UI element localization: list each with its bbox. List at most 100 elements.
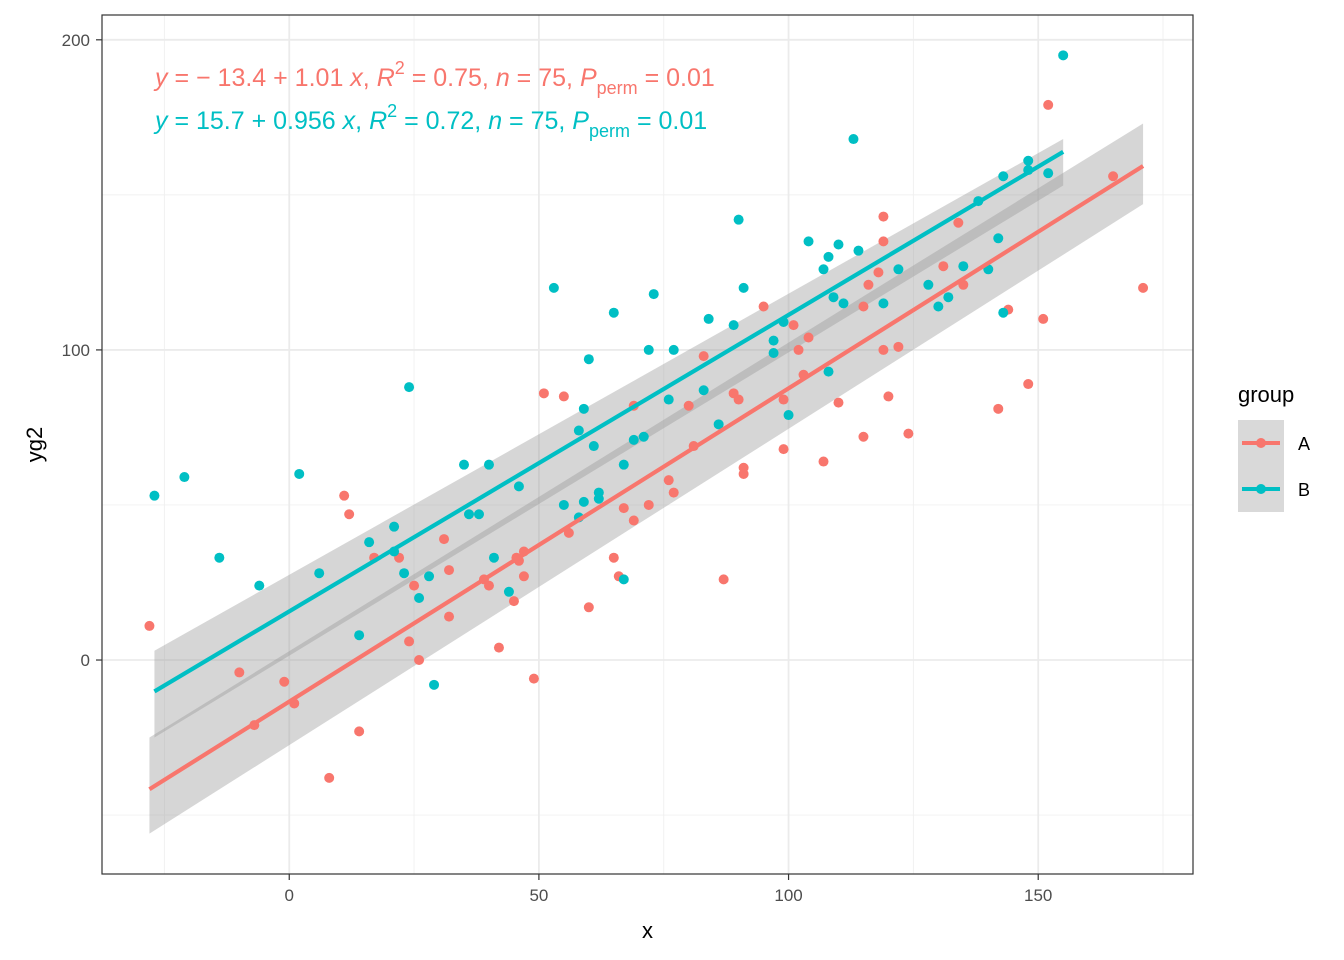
legend-key-point <box>1256 484 1266 494</box>
data-point-a <box>558 391 569 402</box>
data-point-a <box>938 261 949 272</box>
regression-equation-a: y = − 13.4 + 1.01 x, R2 = 0.75, n = 75, … <box>153 58 715 98</box>
y-axis-title: yg2 <box>22 427 47 462</box>
eq-b-formula: = 15.7 + 0.956 <box>168 107 343 135</box>
eq-a-p-sub: perm <box>597 78 638 98</box>
data-point-b <box>588 441 599 452</box>
data-point-a <box>858 301 869 312</box>
data-point-b <box>853 245 864 256</box>
data-point-a <box>404 636 415 647</box>
data-point-b <box>648 289 659 300</box>
data-point-a <box>668 487 679 498</box>
data-point-b <box>733 214 744 225</box>
data-point-b <box>783 410 794 421</box>
eq-b-x: x <box>342 107 357 135</box>
eq-a-p-value: = 0.01 <box>638 64 715 92</box>
regression-line-b <box>153 150 1065 694</box>
plot-panel-border <box>101 14 1194 875</box>
data-point-b <box>923 279 934 290</box>
data-point-a <box>858 431 869 442</box>
data-point-a <box>803 332 814 343</box>
data-point-b <box>463 509 474 520</box>
data-point-b <box>1043 168 1054 179</box>
eq-a-n-value: = 75, <box>510 64 580 92</box>
data-point-a <box>893 341 904 352</box>
data-point-b <box>578 496 589 507</box>
data-point-a <box>409 580 420 591</box>
data-point-b <box>768 348 779 359</box>
x-tick-label: 50 <box>529 886 548 905</box>
data-point-a <box>663 475 674 486</box>
data-point-b <box>364 537 375 548</box>
data-point-b <box>838 298 849 309</box>
data-point-b <box>459 459 470 470</box>
data-point-b <box>998 307 1009 318</box>
eq-a-r: R <box>377 64 395 92</box>
eq-b-p-sub: perm <box>589 121 630 141</box>
data-point-b <box>933 301 944 312</box>
data-point-a <box>878 344 889 355</box>
data-point-a <box>878 236 889 247</box>
data-point-a <box>1138 282 1149 293</box>
data-point-b <box>618 459 629 470</box>
data-point-a <box>788 320 799 331</box>
data-point-a <box>758 301 769 312</box>
regression-equation-b: y = 15.7 + 0.956 x, R2 = 0.72, n = 75, P… <box>153 101 707 141</box>
data-point-a <box>444 611 455 622</box>
data-point-b <box>958 261 969 272</box>
data-point-b <box>488 552 499 563</box>
data-point-b <box>728 320 739 331</box>
y-tick-label: 200 <box>62 31 90 50</box>
data-point-b <box>294 468 305 479</box>
data-point-b <box>828 292 839 303</box>
data-point-b <box>404 382 415 393</box>
data-point-a <box>493 642 504 653</box>
data-point-a <box>718 574 729 585</box>
data-point-b <box>713 419 724 430</box>
data-point-b <box>354 630 365 641</box>
data-point-a <box>833 397 844 408</box>
data-point-b <box>823 366 834 377</box>
y-tick-label: 0 <box>81 651 90 670</box>
regression-lines <box>148 150 1145 792</box>
data-point-b <box>833 239 844 250</box>
data-point-a <box>618 503 629 514</box>
data-point-b <box>399 568 410 579</box>
eq-a-r-sup: 2 <box>395 58 405 78</box>
data-point-b <box>1058 50 1069 61</box>
data-point-b <box>993 233 1004 244</box>
data-point-a <box>354 726 365 737</box>
data-point-a <box>878 211 889 222</box>
data-point-b <box>803 236 814 247</box>
data-point-b <box>668 344 679 355</box>
data-point-a <box>953 217 964 228</box>
data-point-b <box>254 580 265 591</box>
data-point-b <box>548 282 559 293</box>
data-point-b <box>738 282 749 293</box>
data-point-b <box>214 552 225 563</box>
eq-b-y: y <box>153 107 169 135</box>
data-point-a <box>1038 313 1049 324</box>
data-point-b <box>998 171 1009 182</box>
data-point-a <box>1023 379 1034 390</box>
data-point-b <box>503 586 514 597</box>
eq-a-n: n <box>496 64 510 92</box>
eq-a-sep: , <box>363 64 377 92</box>
data-point-a <box>628 515 639 526</box>
eq-b-r-sup: 2 <box>387 101 397 121</box>
data-point-b <box>643 344 654 355</box>
data-point-b <box>1023 155 1034 166</box>
data-point-b <box>768 335 779 346</box>
data-point-a <box>439 534 450 545</box>
data-point-a <box>683 400 694 411</box>
data-point-a <box>643 499 654 510</box>
eq-a-r-value: = 0.75, <box>405 64 496 92</box>
data-point-a <box>818 456 829 467</box>
axes: 0 50 100 150 0 100 200 <box>62 31 1053 905</box>
data-point-b <box>698 385 709 396</box>
data-point-a <box>608 552 619 563</box>
eq-b-n: n <box>488 107 502 135</box>
data-point-a <box>444 565 455 576</box>
data-point-b <box>149 490 160 501</box>
